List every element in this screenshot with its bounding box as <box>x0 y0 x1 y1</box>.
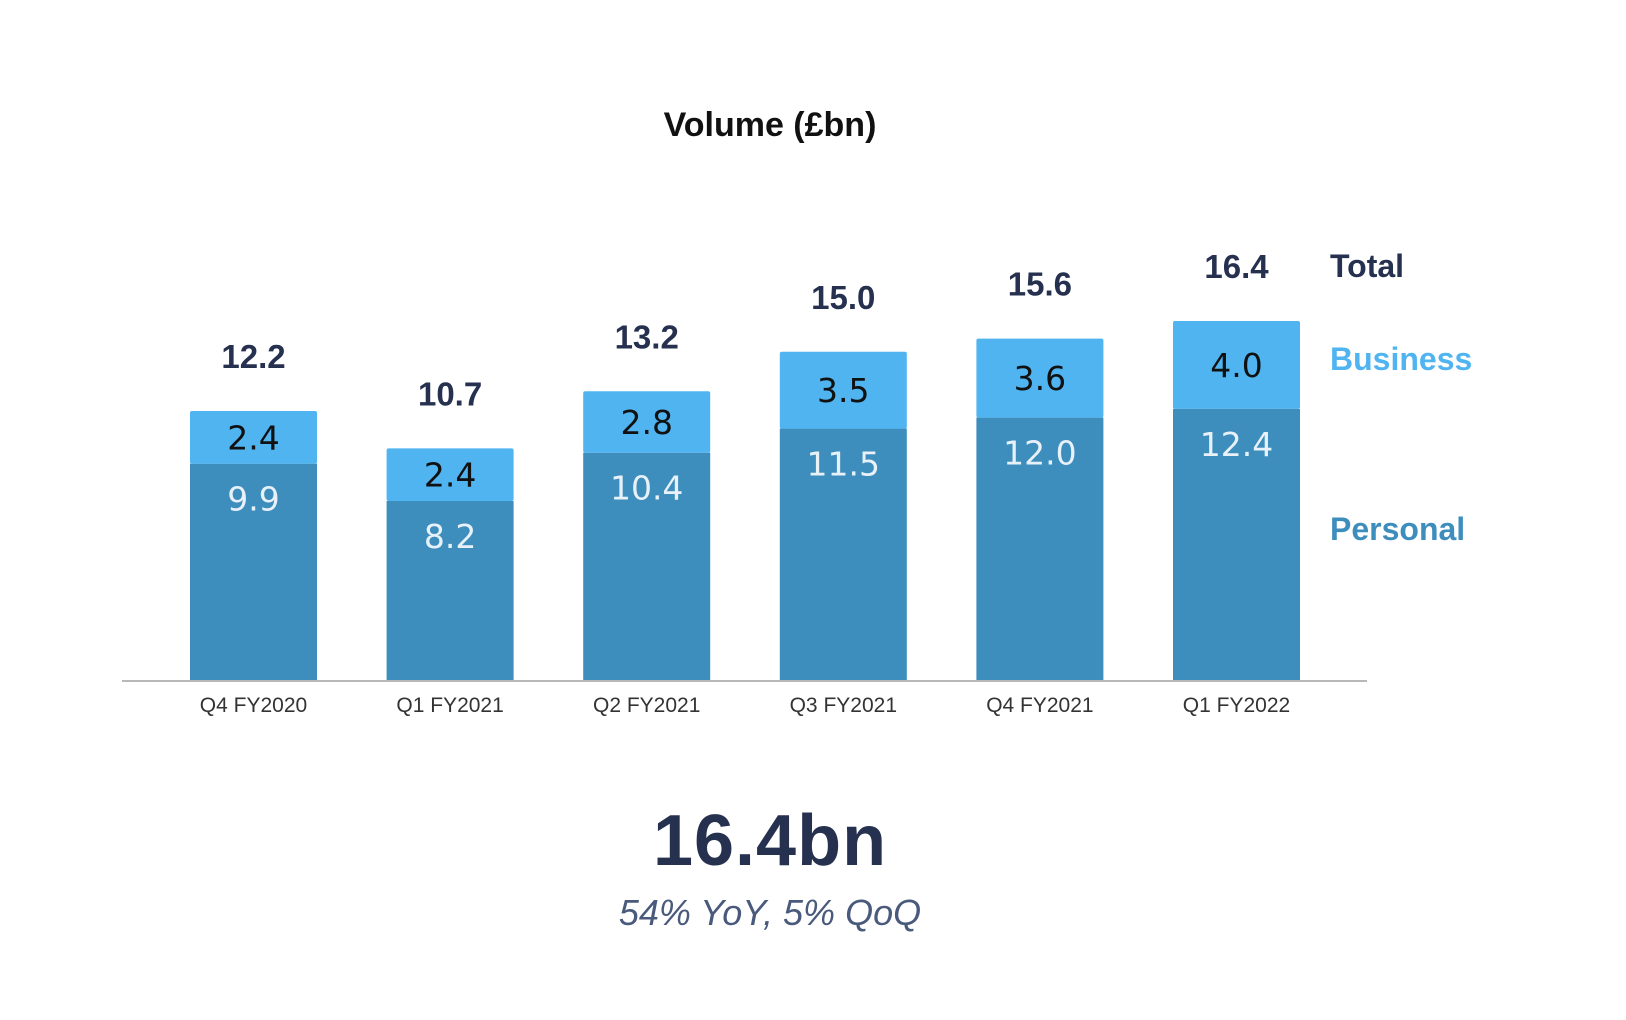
x-tick-label-1: Q1 FY2021 <box>396 694 503 717</box>
label-total-4: 15.6 <box>1008 266 1072 303</box>
bar-business-2 <box>583 391 711 453</box>
bar-personal-4 <box>976 417 1104 681</box>
label-personal-5: 12.4 <box>1200 425 1273 464</box>
bar-business-5 <box>1173 321 1300 409</box>
bar-personal-1 <box>386 501 514 681</box>
headline-total-volume: 16.4bn <box>652 801 888 881</box>
label-total-3: 15.0 <box>811 279 875 316</box>
label-total-5: 16.4 <box>1204 248 1269 285</box>
label-business-2: 2.8 <box>620 403 672 442</box>
x-tick-label-4: Q4 FY2021 <box>986 694 1093 717</box>
label-personal-1: 8.2 <box>424 517 476 556</box>
bar-personal-5 <box>1173 408 1300 681</box>
label-personal-2: 10.4 <box>610 469 683 508</box>
bar-personal-0 <box>190 463 317 681</box>
x-tick-label-3: Q3 FY2021 <box>790 694 897 717</box>
bar-business-4 <box>976 338 1104 418</box>
legend-total: Total <box>1330 248 1404 284</box>
label-business-1: 2.4 <box>424 456 476 495</box>
stacked-bar-chart: 9.9 2.4 12.2 Q4 FY2020 8.2 2.4 10.7 Q1 FY2021 10… <box>122 248 1472 717</box>
x-tick-label-2: Q2 FY2021 <box>593 694 700 717</box>
label-business-4: 3.6 <box>1014 359 1066 398</box>
bar-business-3 <box>779 351 907 429</box>
legend-business: Business <box>1330 341 1472 377</box>
x-tick-label-0: Q4 FY2020 <box>200 694 307 717</box>
chart-title: Volume (£bn) <box>663 106 877 144</box>
legend-personal: Personal <box>1330 511 1465 547</box>
bar-personal-3 <box>779 428 907 681</box>
x-tick-label-5: Q1 FY2022 <box>1183 694 1290 717</box>
bar-business-1 <box>386 448 514 502</box>
label-business-3: 3.5 <box>817 371 869 410</box>
label-business-5: 4.0 <box>1210 346 1262 385</box>
label-total-2: 13.2 <box>615 318 679 355</box>
label-personal-0: 9.9 <box>227 480 279 519</box>
label-total-0: 12.2 <box>221 338 285 375</box>
label-personal-3: 11.5 <box>807 445 880 484</box>
growth-subline: 54% YoY, 5% QoQ <box>618 892 922 933</box>
bar-personal-2 <box>583 452 711 681</box>
label-total-1: 10.7 <box>418 375 482 412</box>
bar-business-0 <box>190 411 317 464</box>
label-personal-4: 12.0 <box>1003 434 1076 473</box>
label-business-0: 2.4 <box>227 418 279 457</box>
